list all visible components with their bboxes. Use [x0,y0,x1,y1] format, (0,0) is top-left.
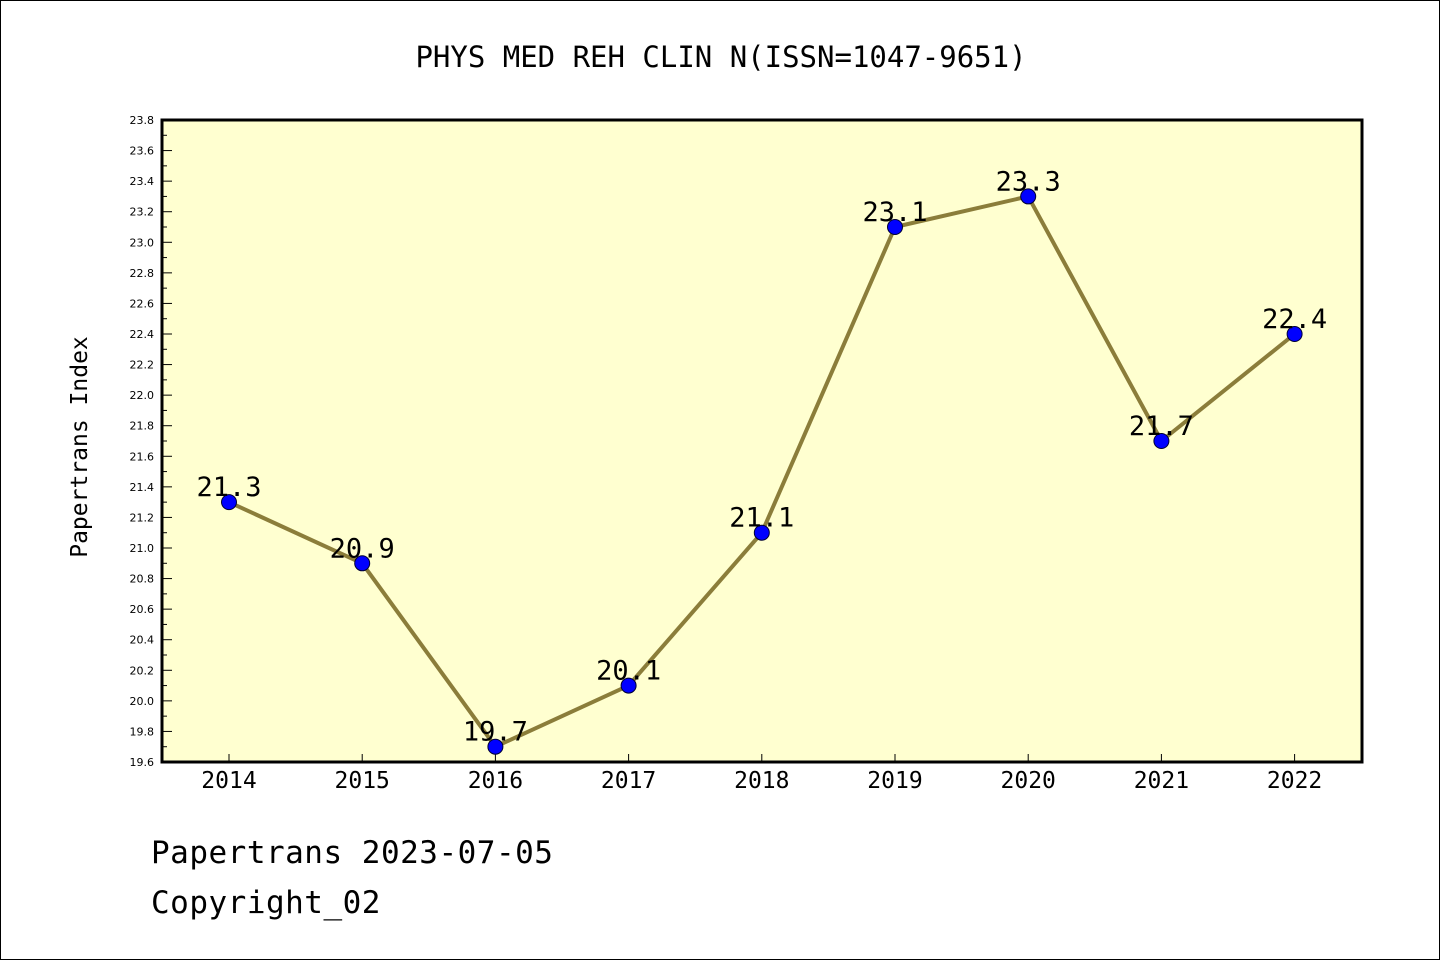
y-tick-label: 22.0 [130,389,155,402]
data-point-2018 [753,524,770,541]
y-tick-label: 21.0 [130,542,155,555]
x-tick-label: 2016 [468,768,523,794]
y-axis-label: Papertrans Index [67,336,93,558]
y-tick-label: 23.4 [130,175,155,188]
x-tick-label: 2019 [867,768,922,794]
data-label-2019: 23.1 [862,197,927,228]
data-point-2022 [1286,326,1303,342]
y-tick-label: 21.6 [130,450,155,463]
x-tick-label: 2015 [335,768,390,794]
data-label-2018: 21.1 [729,503,794,534]
y-tick-label: 20.8 [130,573,155,586]
data-point-2015 [354,555,371,572]
y-tick-label: 21.2 [130,511,155,524]
data-point-2017 [620,677,637,694]
y-tick-label: 21.8 [130,420,155,433]
data-label-2020: 23.3 [996,166,1061,197]
data-label-2016: 19.7 [463,717,528,748]
footer-copyright: Copyright_02 [151,885,381,921]
data-label-2014: 21.3 [196,472,261,503]
chart-title: PHYS MED REH CLIN N(ISSN=1047-9651) [415,40,1026,74]
y-tick-label: 22.8 [130,267,155,280]
series-group: 21.3 20.9 19.7 20.1 21.1 23.1 23.3 21.7 22.4 [196,166,1327,755]
y-tick-label: 21.4 [130,481,155,494]
y-tick-label: 22.6 [130,297,155,310]
data-point-2021 [1153,433,1170,449]
y-tick-label: 23.0 [130,236,155,249]
x-tick-label: 2014 [201,768,256,794]
y-tick-label: 22.2 [130,359,155,372]
y-tick-label: 20.0 [130,695,155,708]
y-tick-label: 19.6 [130,756,155,769]
data-label-2021: 21.7 [1129,411,1194,442]
x-tick-label: 2022 [1267,768,1322,794]
data-point-2014 [221,494,237,511]
x-tick-label: 2018 [734,768,789,794]
y-tick-label: 23.8 [130,114,155,127]
data-point-2016 [487,738,504,755]
data-point-2020 [1020,188,1037,205]
y-tick-label: 20.6 [130,603,155,616]
y-tick-label: 22.4 [130,328,155,341]
y-tick-label: 19.8 [130,725,155,738]
y-axis-ticks: 19.6 19.8 20.0 20.2 20.4 20.6 20.8 21.0 21.2 21.4… [130,114,172,769]
x-tick-label: 2021 [1134,768,1189,794]
data-label-2022: 22.4 [1262,304,1327,335]
data-label-2015: 20.9 [330,533,395,564]
data-point-2019 [887,219,903,235]
y-tick-label: 20.2 [130,664,155,677]
data-label-2017: 20.1 [596,656,661,687]
footer-date: Papertrans 2023-07-05 [151,835,554,871]
x-tick-label: 2020 [1001,768,1056,794]
y-tick-label: 20.4 [130,634,155,647]
y-tick-label: 23.2 [130,206,155,219]
x-axis-ticks: 2014 2015 2016 2017 2018 2019 2020 2021 2022 [201,754,1322,794]
y-tick-label: 23.6 [130,145,155,158]
x-tick-label: 2017 [601,768,656,794]
